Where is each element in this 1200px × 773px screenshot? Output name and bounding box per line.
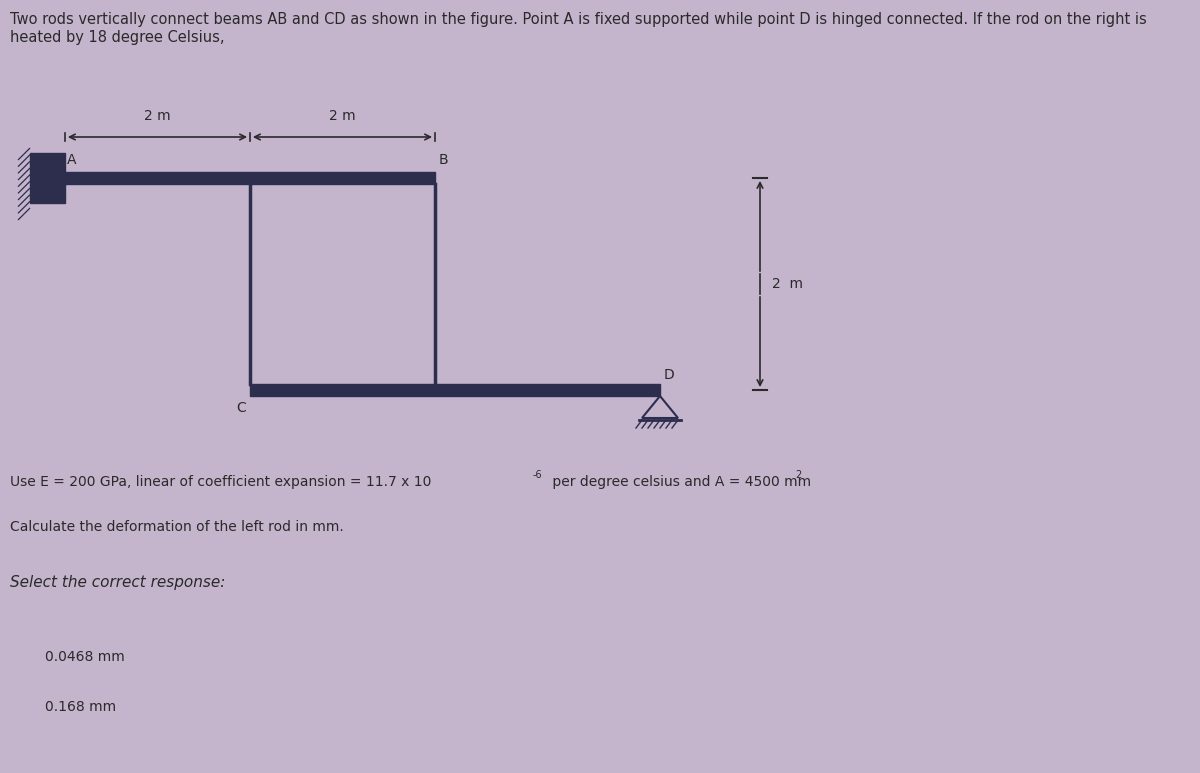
Text: -6: -6 — [533, 470, 542, 480]
Text: 2  m: 2 m — [772, 277, 803, 291]
Text: Calculate the deformation of the left rod in mm.: Calculate the deformation of the left ro… — [10, 520, 343, 534]
Text: A: A — [67, 153, 77, 167]
Text: 2: 2 — [796, 470, 802, 480]
Text: 2 m: 2 m — [144, 109, 170, 123]
Bar — [250, 384, 660, 396]
Text: 2 m: 2 m — [329, 109, 355, 123]
Text: per degree celsius and A = 4500 mm: per degree celsius and A = 4500 mm — [548, 475, 811, 489]
Text: Use E = 200 GPa, linear of coefficient expansion = 11.7 x 10: Use E = 200 GPa, linear of coefficient e… — [10, 475, 431, 489]
Text: heated by 18 degree Celsius,: heated by 18 degree Celsius, — [10, 30, 224, 45]
Bar — [65, 172, 436, 184]
Text: 0.0468 mm: 0.0468 mm — [46, 650, 125, 664]
Text: 0.168 mm: 0.168 mm — [46, 700, 116, 714]
Text: Two rods vertically connect beams AB and CD as shown in the figure. Point A is f: Two rods vertically connect beams AB and… — [10, 12, 1147, 27]
Text: C: C — [236, 401, 246, 415]
Text: D: D — [664, 368, 674, 382]
Bar — [30, 153, 65, 203]
Text: B: B — [439, 153, 449, 167]
Text: Select the correct response:: Select the correct response: — [10, 575, 226, 590]
